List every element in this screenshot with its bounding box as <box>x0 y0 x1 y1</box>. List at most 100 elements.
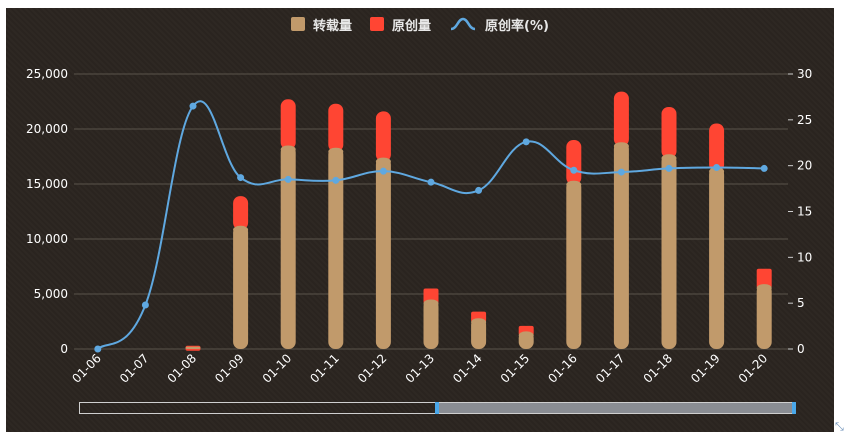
legend-swatch-original <box>370 17 385 31</box>
x-axis-tick-label: 01-19 <box>688 351 723 386</box>
data-zoom-selected-range[interactable] <box>438 403 796 413</box>
bar-series <box>185 91 772 351</box>
rate-point <box>522 138 530 146</box>
x-axis-tick-label: 01-20 <box>736 351 771 386</box>
legend-swatch-reprint <box>291 17 306 31</box>
bar-original <box>613 91 629 147</box>
rate-point <box>760 164 768 172</box>
bar-original <box>566 140 582 185</box>
legend-label-rate: 原创率(%) <box>485 18 549 34</box>
rate-point <box>284 175 292 183</box>
left-axis-tick-label: 0 <box>60 342 68 356</box>
rate-point <box>141 301 149 309</box>
bar-reprint <box>280 145 296 349</box>
data-zoom-start-handle[interactable] <box>435 402 439 414</box>
bar-reprint <box>613 142 629 349</box>
rate-point <box>237 174 245 182</box>
rate-point <box>189 102 197 110</box>
bar-reprint-cap <box>709 167 725 176</box>
bar-original <box>756 268 772 289</box>
x-axis-tick-label: 01-07 <box>117 351 152 386</box>
bar-original <box>328 103 344 152</box>
left-axis-tick-label: 20,000 <box>26 122 68 136</box>
bar-original <box>661 107 677 159</box>
x-axis-tick-label: 01-10 <box>260 351 295 386</box>
bar-reprint <box>661 154 677 349</box>
bar-reprint <box>375 157 391 349</box>
left-axis-tick-label: 10,000 <box>26 232 68 246</box>
rate-line <box>97 100 765 350</box>
left-y-axis: 0 5,000 10,000 15,000 20,000 25,000 <box>26 67 68 356</box>
bar-reprint <box>328 147 344 349</box>
x-axis-tick-label: 01-06 <box>69 351 104 386</box>
bar-original <box>375 111 391 162</box>
legend-item-reprint[interactable]: 转载量 <box>291 15 352 34</box>
bar-reprint <box>423 299 439 349</box>
legend-item-rate[interactable]: 原创率(%) <box>449 15 549 34</box>
x-axis-tick-label: 01-16 <box>545 351 580 386</box>
x-axis-tick-label: 01-14 <box>450 351 485 386</box>
bar-reprint-cap <box>518 331 534 340</box>
left-axis-tick-label: 15,000 <box>26 177 68 191</box>
right-axis-tick-label: 5 <box>797 296 805 310</box>
bar-reprint-cap <box>233 225 249 234</box>
bar-original <box>280 99 296 150</box>
bar-original <box>423 288 439 304</box>
x-axis-tick-label: 01-11 <box>307 351 342 386</box>
left-axis-tick-label: 5,000 <box>34 287 68 301</box>
resize-corner-icon: ⤡ <box>835 420 844 433</box>
rate-point <box>713 164 721 171</box>
right-axis-tick-label: 0 <box>797 342 805 356</box>
bar-reprint <box>233 225 249 349</box>
legend-item-original[interactable]: 原创量 <box>370 15 431 34</box>
legend-line-icon <box>450 17 476 31</box>
x-axis-tick-label: 01-12 <box>355 351 390 386</box>
bar-reprint <box>709 167 725 349</box>
chart-panel: 转载量 原创量 原创率(%) 0 5,000 10,000 15,000 20,000 2… <box>6 8 834 432</box>
rate-point <box>617 168 625 176</box>
bar-reprint-cap <box>375 157 391 166</box>
bar-reprint-cap <box>328 147 344 156</box>
rate-point <box>665 164 673 172</box>
rate-point <box>94 345 102 353</box>
legend-label-reprint: 转载量 <box>313 18 353 34</box>
bar-reprint-cap <box>566 180 582 189</box>
bar-reprint <box>756 284 772 349</box>
right-axis-tick-label: 30 <box>797 67 812 81</box>
bar-reprint-cap <box>471 318 487 327</box>
x-axis: 01-06 01-07 01-08 01-09 01-10 01-11 01-12 01-13… <box>69 351 770 386</box>
bar-reprint-cap <box>756 284 772 293</box>
bar-reprint <box>471 318 487 349</box>
legend-label-original: 原创量 <box>392 18 432 34</box>
data-zoom-slider[interactable] <box>79 402 796 414</box>
bar-reprint-cap <box>185 346 201 349</box>
chart-legend: 转载量 原创量 原创率(%) <box>6 12 834 36</box>
x-axis-tick-label: 01-17 <box>593 351 628 386</box>
bar-original <box>709 123 725 172</box>
right-axis-tick-label: 25 <box>797 113 812 127</box>
right-axis-tick-label: 15 <box>797 205 812 219</box>
rate-point <box>427 178 435 186</box>
bar-reprint-cap <box>423 299 439 308</box>
rate-point <box>570 166 578 174</box>
bar-original <box>233 196 249 230</box>
right-axis-tick-label: 10 <box>797 250 812 264</box>
x-axis-tick-label: 01-18 <box>641 351 676 386</box>
bar-reprint-cap <box>280 145 296 154</box>
x-axis-tick-label: 01-15 <box>498 351 533 386</box>
bar-reprint-cap <box>661 154 677 163</box>
combo-chart: 0 5,000 10,000 15,000 20,000 25,000 0 5 10 15 20 2… <box>26 67 812 386</box>
x-axis-tick-label: 01-08 <box>165 351 200 386</box>
rate-point <box>475 186 483 194</box>
x-axis-tick-label: 01-13 <box>403 351 438 386</box>
right-axis-tick-label: 20 <box>797 159 812 173</box>
x-axis-tick-label: 01-09 <box>212 351 247 386</box>
bar-reprint <box>566 180 582 349</box>
rate-line-series <box>94 100 768 353</box>
bar-reprint-cap <box>613 142 629 151</box>
rate-point <box>379 167 387 175</box>
data-zoom-end-handle[interactable] <box>792 402 796 414</box>
rate-point <box>332 176 340 184</box>
right-y-axis: 0 5 10 15 20 25 30 <box>788 67 812 356</box>
left-axis-tick-label: 25,000 <box>26 67 68 81</box>
